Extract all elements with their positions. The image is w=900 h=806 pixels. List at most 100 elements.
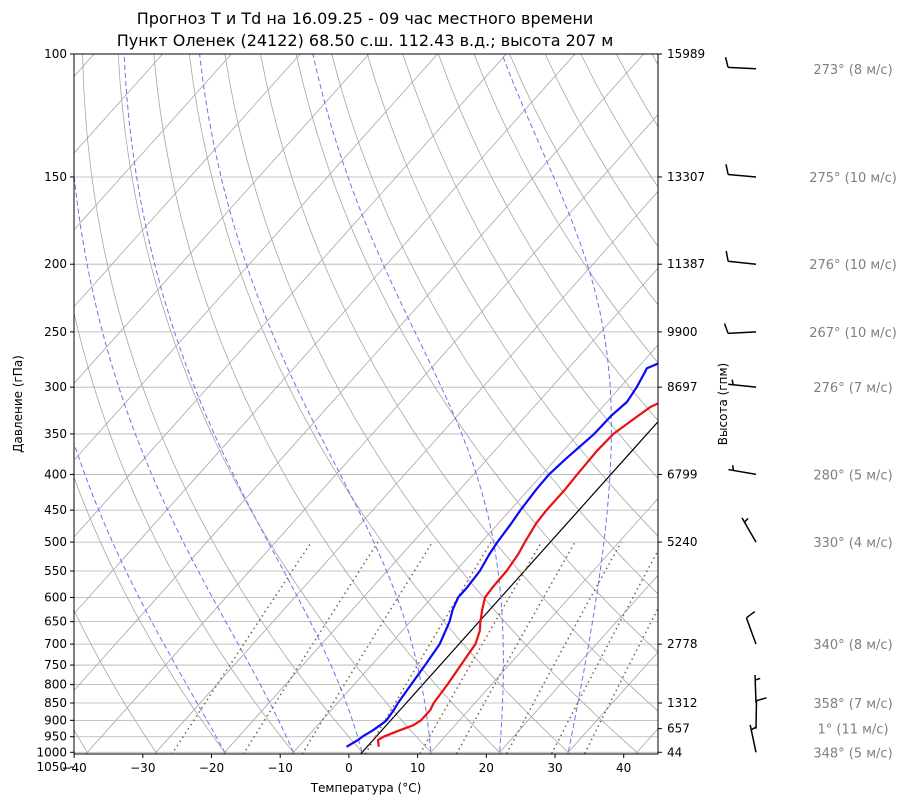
y-axis-label: Давление (гПа) bbox=[11, 355, 25, 453]
wind-barb-staff bbox=[727, 66, 757, 70]
wind-barb-staff bbox=[728, 173, 757, 178]
dry-adiabat bbox=[331, 54, 658, 595]
wind-barb-staff bbox=[728, 468, 757, 476]
isotherm bbox=[85, 114, 658, 754]
dry-adiabat bbox=[402, 54, 658, 479]
wind-barb-full bbox=[745, 610, 756, 619]
mixing-ratio-line bbox=[242, 541, 379, 754]
dry-adiabat bbox=[74, 311, 296, 754]
pressure-tick-label: 650 bbox=[44, 615, 67, 629]
wind-barb bbox=[725, 164, 757, 178]
wind-label: 1° (11 м/с) bbox=[817, 723, 888, 738]
wind-label: 280° (5 м/с) bbox=[813, 468, 892, 483]
pressure-axis-ticks: 100 150 200 250 300 350 400 450 500 550 600 650 700 7… bbox=[36, 47, 74, 774]
x-tick-label: −30 bbox=[130, 761, 155, 775]
height-tick-label: 1312 bbox=[667, 696, 698, 710]
wind-barb bbox=[723, 323, 757, 335]
pressure-tick-label: 150 bbox=[44, 170, 67, 184]
moist-adiabats bbox=[74, 54, 612, 754]
wind-barb-full bbox=[723, 323, 729, 334]
mixing-ratio-line bbox=[583, 607, 658, 754]
dry-adiabat bbox=[153, 54, 502, 754]
wind-label: 348° (5 м/с) bbox=[813, 746, 892, 761]
wind-label: 276° (7 м/с) bbox=[813, 381, 892, 396]
wind-barb-staff bbox=[728, 383, 757, 388]
wind-label: 267° (10 м/с) bbox=[809, 326, 897, 341]
mixing-ratio-line bbox=[364, 541, 492, 754]
isotherm bbox=[428, 497, 658, 754]
wind-barb-half bbox=[743, 517, 749, 523]
isotherm bbox=[222, 267, 658, 754]
wind-barb bbox=[749, 724, 757, 753]
wind-barb-half bbox=[750, 726, 757, 731]
mixing-ratio-line bbox=[419, 541, 543, 754]
pressure-gridlines bbox=[74, 54, 658, 753]
dry-adiabat bbox=[580, 54, 658, 188]
height-axis-label: Высота (гпм) bbox=[716, 363, 730, 445]
isotherm bbox=[74, 54, 232, 231]
wind-barb bbox=[728, 379, 757, 388]
wind-label: 330° (4 м/с) bbox=[813, 536, 892, 551]
wind-barb bbox=[754, 675, 761, 704]
plot-frame bbox=[73, 53, 659, 755]
height-tick-label: 13307 bbox=[667, 170, 705, 184]
dry-adiabat bbox=[615, 54, 658, 128]
mixing-ratio-line bbox=[301, 541, 434, 754]
pressure-tick-label: 450 bbox=[44, 503, 67, 517]
wind-barb bbox=[724, 57, 757, 70]
pressure-tick-label: 300 bbox=[44, 380, 67, 394]
height-axis-ticks: 15989 13307 11387 9900 8697 6799 5240 2778 1312 6… bbox=[658, 47, 705, 759]
dry-adiabat bbox=[723, 54, 900, 767]
moist-adiabat bbox=[74, 168, 295, 754]
pressure-tick-label: 950 bbox=[44, 730, 67, 744]
dewpoint-line bbox=[345, 362, 658, 748]
temperature-line bbox=[376, 402, 658, 747]
mixing-ratio-line bbox=[455, 541, 576, 754]
wind-barb-full bbox=[725, 164, 729, 175]
x-tick-label: −40 bbox=[61, 761, 86, 775]
height-tick-label: 11387 bbox=[667, 257, 705, 271]
isotherm bbox=[74, 54, 438, 461]
pressure-tick-label: 400 bbox=[44, 467, 67, 481]
isotherm bbox=[291, 344, 658, 754]
dry-adiabat bbox=[366, 54, 658, 537]
moist-adiabat bbox=[123, 54, 364, 754]
pressure-tick-label: 700 bbox=[44, 637, 67, 651]
x-axis-ticks: −40 −30 −20 −10 0 10 20 30 40 bbox=[61, 754, 631, 775]
dry-adiabats bbox=[74, 54, 900, 767]
pressure-tick-label: 800 bbox=[44, 678, 67, 692]
dry-adiabat bbox=[260, 54, 658, 712]
x-tick-label: 0 bbox=[345, 761, 353, 775]
dry-adiabat bbox=[473, 54, 658, 364]
pressure-tick-label: 500 bbox=[44, 535, 67, 549]
moist-adiabat bbox=[312, 54, 504, 754]
dry-adiabat bbox=[438, 54, 658, 422]
dry-adiabat bbox=[74, 609, 158, 754]
height-tick-label: 2778 bbox=[667, 637, 698, 651]
mixing-ratio-line bbox=[171, 541, 312, 754]
dry-adiabat bbox=[865, 54, 900, 767]
isotherm bbox=[153, 190, 658, 754]
isotherm bbox=[761, 54, 900, 767]
wind-label: 358° (7 м/с) bbox=[813, 697, 892, 712]
wind-barb-full bbox=[756, 697, 767, 702]
mixing-ratio-lines bbox=[171, 541, 658, 754]
isotherm bbox=[497, 574, 658, 754]
height-tick-label: 8697 bbox=[667, 380, 698, 394]
isotherm bbox=[74, 54, 301, 308]
wind-barb bbox=[728, 465, 757, 476]
dry-adiabat bbox=[830, 54, 900, 767]
wind-barb-full bbox=[725, 250, 729, 262]
dry-adiabat bbox=[759, 54, 900, 767]
x-tick-label: 20 bbox=[479, 761, 494, 775]
x-tick-label: 40 bbox=[616, 761, 631, 775]
isotherm bbox=[74, 54, 644, 692]
profile-series bbox=[345, 362, 658, 748]
isotherm bbox=[74, 54, 370, 385]
dry-adiabat bbox=[74, 476, 227, 754]
height-tick-label: 657 bbox=[667, 722, 690, 736]
dry-adiabat bbox=[117, 54, 433, 754]
wind-label: 273° (8 м/с) bbox=[813, 63, 892, 78]
pressure-tick-label: 1050 bbox=[36, 760, 67, 774]
isotherm-zero bbox=[359, 420, 658, 754]
